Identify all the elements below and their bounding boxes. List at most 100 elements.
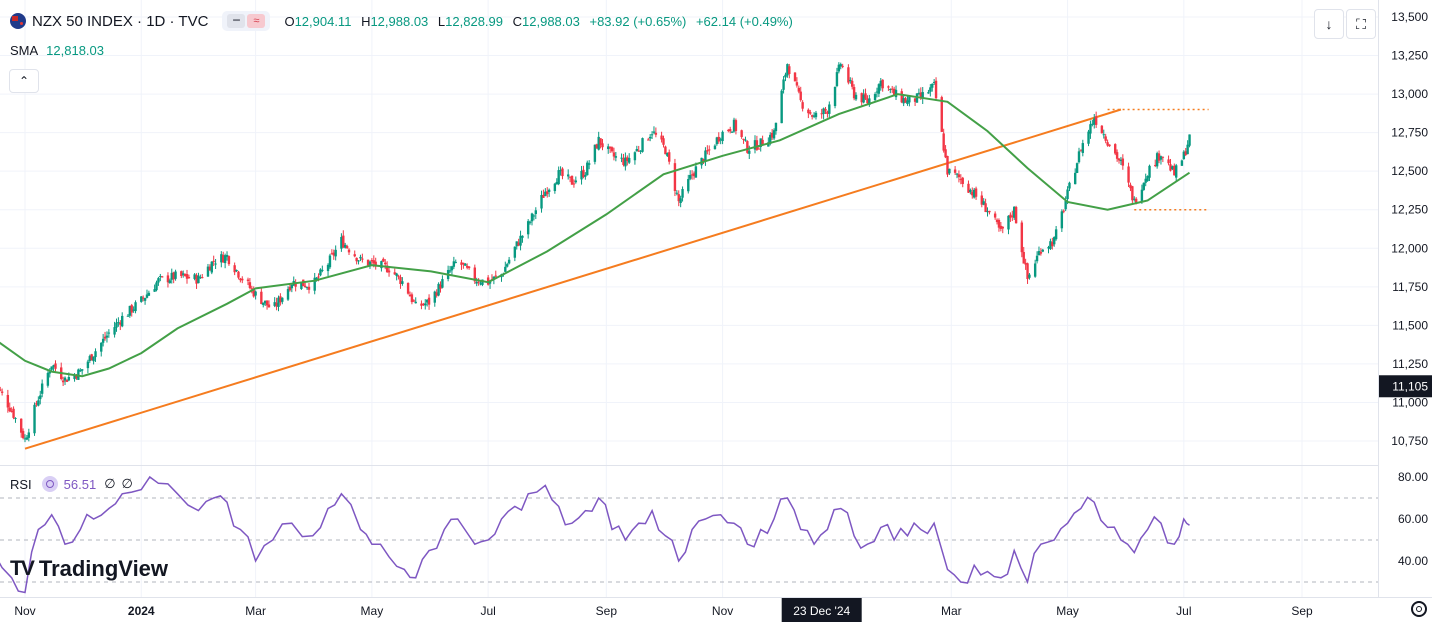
candle <box>810 114 814 120</box>
candle <box>553 182 557 194</box>
candle <box>199 274 202 279</box>
candle <box>873 92 877 102</box>
candle <box>345 244 349 249</box>
candle-body <box>517 242 520 246</box>
legend-rsi[interactable]: RSI 56.51 ∅ ∅ <box>10 476 133 492</box>
candle-body <box>1154 164 1157 166</box>
candle-body <box>1028 274 1031 278</box>
candle-body <box>187 277 191 279</box>
candle <box>546 187 549 198</box>
candle <box>1121 154 1125 170</box>
tradingview-logo[interactable]: TV TradingView <box>10 556 168 582</box>
candle <box>900 88 903 104</box>
candle-body <box>982 201 985 205</box>
candle <box>1073 168 1077 185</box>
candle-body <box>1079 150 1083 152</box>
candle-body <box>1146 176 1149 182</box>
close-value: 12,988.03 <box>522 13 580 29</box>
candle-body <box>0 389 2 391</box>
download-button[interactable]: ↓ <box>1314 9 1344 39</box>
candle-body <box>1127 166 1130 183</box>
candle-body <box>0 391 4 393</box>
candle <box>326 263 330 277</box>
candle <box>361 253 364 263</box>
price-tick-label: 11,000 <box>1392 395 1428 409</box>
compare-wave-icon[interactable]: ≈ <box>247 14 266 28</box>
candle <box>770 129 774 140</box>
candle-body <box>222 255 225 263</box>
candle <box>1060 209 1064 232</box>
candle-body <box>969 189 972 192</box>
candle <box>21 428 25 440</box>
symbol-title[interactable]: NZX 50 INDEX · 1D · TVC <box>32 12 209 30</box>
candle-body <box>526 221 530 235</box>
candle <box>100 342 103 357</box>
candle-body <box>1106 142 1109 146</box>
candle <box>852 84 856 101</box>
hide-legend-icon[interactable]: ━ <box>227 14 246 28</box>
candle-body <box>622 158 625 165</box>
candle <box>286 286 290 301</box>
candle <box>494 270 497 278</box>
candle-body <box>835 72 839 87</box>
fullscreen-button[interactable]: ⛶ <box>1346 9 1376 39</box>
candle <box>892 86 896 96</box>
candle-body <box>986 211 989 213</box>
candle <box>572 179 576 188</box>
candle-body <box>993 213 997 218</box>
candle <box>1053 236 1056 247</box>
candle-body <box>664 146 667 155</box>
candle-body <box>854 94 858 100</box>
candle-body <box>115 322 118 328</box>
candle <box>1104 133 1107 144</box>
candle <box>717 132 720 144</box>
candle-body <box>974 188 978 197</box>
candle <box>904 97 907 103</box>
candle <box>1020 220 1024 258</box>
candle-body <box>957 174 961 178</box>
candle <box>134 300 137 314</box>
candle <box>944 145 947 159</box>
legend-controls[interactable]: ━ ≈ <box>222 11 271 31</box>
candle-body <box>547 189 551 193</box>
legend-sma[interactable]: SMA 12,818.03 <box>10 43 104 58</box>
candle-body <box>1159 156 1163 160</box>
candle <box>1133 196 1136 202</box>
trendline[interactable] <box>24 108 1122 450</box>
candle <box>185 269 189 284</box>
candle <box>974 186 978 200</box>
candle-body <box>1091 123 1094 125</box>
candle <box>172 271 175 284</box>
candle-body <box>467 266 471 269</box>
candle <box>1175 163 1178 182</box>
candle-body <box>534 210 537 214</box>
candle-body <box>908 96 911 103</box>
candle <box>626 155 629 166</box>
candle <box>1114 143 1117 156</box>
settings-icon[interactable] <box>1411 601 1427 617</box>
candle <box>27 428 31 442</box>
candle <box>14 417 17 423</box>
collapse-legend-button[interactable]: ⌃ <box>9 69 39 93</box>
candle <box>117 317 120 327</box>
candle <box>121 312 124 328</box>
candle <box>708 145 711 156</box>
candle-body <box>593 144 597 162</box>
pane-divider[interactable] <box>0 465 1378 466</box>
candle <box>328 253 332 269</box>
candle <box>891 85 894 93</box>
price-tick-label: 10,750 <box>1391 434 1428 448</box>
candle-body <box>90 354 93 361</box>
candle <box>1024 258 1027 270</box>
candle <box>460 259 463 270</box>
candle-body <box>900 91 903 103</box>
candle <box>528 220 532 225</box>
candle <box>424 299 427 310</box>
grid-layer <box>0 0 1378 597</box>
trendline-layer[interactable] <box>24 108 1209 450</box>
candle-body <box>422 303 425 305</box>
change-value: +83.92 (+0.65%) <box>589 13 687 29</box>
candle <box>826 110 829 118</box>
candle-body <box>620 157 623 159</box>
